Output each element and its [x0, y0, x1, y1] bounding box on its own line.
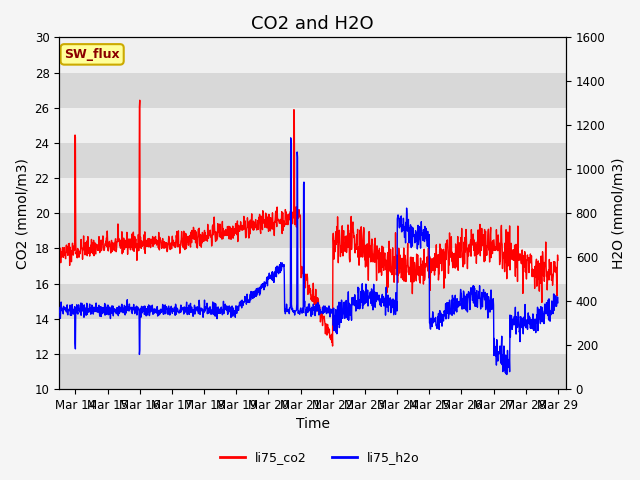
Bar	[60, 178, 566, 213]
Bar	[60, 284, 566, 319]
Bar	[60, 37, 566, 72]
Y-axis label: H2O (mmol/m3): H2O (mmol/m3)	[611, 157, 625, 269]
Y-axis label: CO2 (mmol/m3): CO2 (mmol/m3)	[15, 158, 29, 269]
Bar	[60, 249, 566, 284]
Title: CO2 and H2O: CO2 and H2O	[252, 15, 374, 33]
Bar	[60, 213, 566, 249]
Text: SW_flux: SW_flux	[65, 48, 120, 61]
Bar	[60, 354, 566, 389]
Bar	[60, 319, 566, 354]
Bar	[60, 143, 566, 178]
Legend: li75_co2, li75_h2o: li75_co2, li75_h2o	[215, 446, 425, 469]
X-axis label: Time: Time	[296, 418, 330, 432]
Bar	[60, 72, 566, 108]
Bar	[60, 108, 566, 143]
